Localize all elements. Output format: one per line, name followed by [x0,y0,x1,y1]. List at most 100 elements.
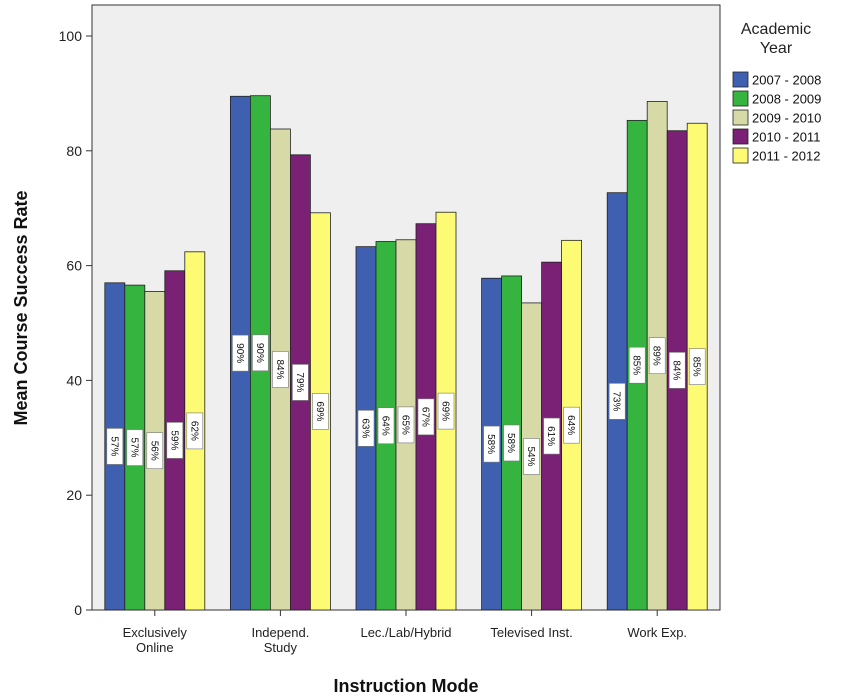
legend-title-line: Academic [741,21,811,38]
data-label-box [377,407,395,445]
data-label-box [437,392,455,430]
data-label: 73% [608,383,626,420]
data-label: 85% [688,348,706,385]
data-label-text: 57% [108,436,119,456]
x-category-label-line: Independ. [251,625,309,640]
data-label-box [166,422,184,459]
data-label-box [126,429,144,466]
data-label-box [523,438,540,475]
data-label-text: 90% [254,343,265,363]
y-axis-title: Mean Course Success Rate [11,190,31,425]
legend-title-line: Year [760,40,793,57]
data-label: 58% [503,424,520,462]
data-label-text: 89% [651,346,662,366]
x-category-label: Exclusively Online [123,625,188,655]
data-label-text: 69% [314,401,325,421]
data-label-box [483,425,500,463]
x-category-label: Televised Inst. [490,625,572,640]
data-label-box [357,410,375,447]
data-label: 64% [377,407,395,445]
legend-label: 2011 - 2012 [752,149,820,164]
data-label: 79% [292,364,309,401]
data-label-text: 54% [525,446,536,466]
bars-group [104,95,708,611]
data-label-text: 58% [505,433,516,453]
data-label-box [232,334,249,372]
data-label: 61% [543,417,560,455]
data-label-box [146,432,164,470]
data-label-text: 85% [631,355,642,375]
data-label-text: 63% [360,418,371,438]
x-axis: Exclusively Online Independ. Study Lec./Lab/… [123,610,687,655]
data-label-text: 69% [440,401,451,421]
data-label: 54% [523,438,540,475]
legend-label: 2010 - 2011 [752,130,820,145]
data-label-box [292,364,309,401]
data-label: 84% [272,351,289,388]
data-label-text: 57% [128,438,139,458]
data-label-box [503,424,520,462]
data-label: 64% [563,406,580,444]
data-label-box [688,348,706,385]
data-label-text: 90% [234,343,245,363]
data-label-text: 84% [671,360,682,380]
data-label-box [628,346,646,384]
y-tick-label: 20 [66,487,82,503]
data-label-text: 84% [274,359,285,379]
y-tick-label: 40 [66,372,82,388]
data-label-text: 61% [545,426,556,446]
data-label-box [312,393,329,430]
data-label-box [563,406,580,444]
data-label-text: 64% [565,415,576,435]
data-label: 89% [648,337,666,375]
y-tick-label: 100 [59,28,83,44]
x-category-label-line: Study [264,640,298,655]
data-label: 90% [252,334,269,372]
data-label: 63% [357,410,375,447]
data-label-text: 85% [691,357,702,377]
data-label-text: 67% [420,407,431,427]
data-label: 59% [166,422,184,459]
x-category-label: Independ. Study [251,625,309,655]
legend-title: Academic Year [741,21,811,57]
data-label: 57% [126,429,144,466]
data-label-box [608,383,626,420]
data-label-text: 64% [380,416,391,436]
data-labels-group: 57% 57% 56% 59% 62% 90% 90% 84% 79% 69% 63% 64% 65% 6… [106,334,706,475]
data-label: 67% [417,398,435,436]
legend-label: 2009 - 2010 [752,111,821,126]
x-category-label-line: Lec./Lab/Hybrid [360,625,451,640]
data-label-box [417,398,435,436]
data-label-text: 73% [611,391,622,411]
data-label-box [397,406,415,444]
legend-swatch [732,109,749,126]
x-category-label-line: Televised Inst. [490,625,572,640]
data-label-box [668,352,686,389]
data-label-box [272,351,289,388]
y-axis: 0 20 40 60 80 100 [59,28,92,618]
x-axis-title: Instruction Mode [334,676,479,696]
data-label-text: 59% [168,430,179,450]
data-label: 69% [312,393,329,430]
y-tick-label: 0 [74,602,82,618]
legend-label: 2008 - 2009 [752,92,821,107]
data-label: 65% [397,406,415,444]
data-label-text: 79% [294,372,305,392]
data-label-box [648,337,666,375]
x-category-label-line: Work Exp. [627,625,687,640]
data-label: 85% [628,346,646,384]
data-label-text: 58% [485,434,496,454]
legend-swatch [732,128,749,145]
x-category-label-line: Online [136,640,174,655]
data-label-text: 62% [188,421,199,441]
legend: Academic Year 2007 - 2008 2008 - 2009 2009 -… [732,21,821,164]
data-label-box [186,412,204,450]
data-label: 56% [146,432,164,470]
y-tick-label: 80 [66,143,82,159]
y-tick-label: 60 [66,258,82,274]
data-label-box [543,417,560,455]
data-label-text: 56% [148,441,159,461]
data-label: 69% [437,392,455,430]
data-label-box [252,334,269,372]
